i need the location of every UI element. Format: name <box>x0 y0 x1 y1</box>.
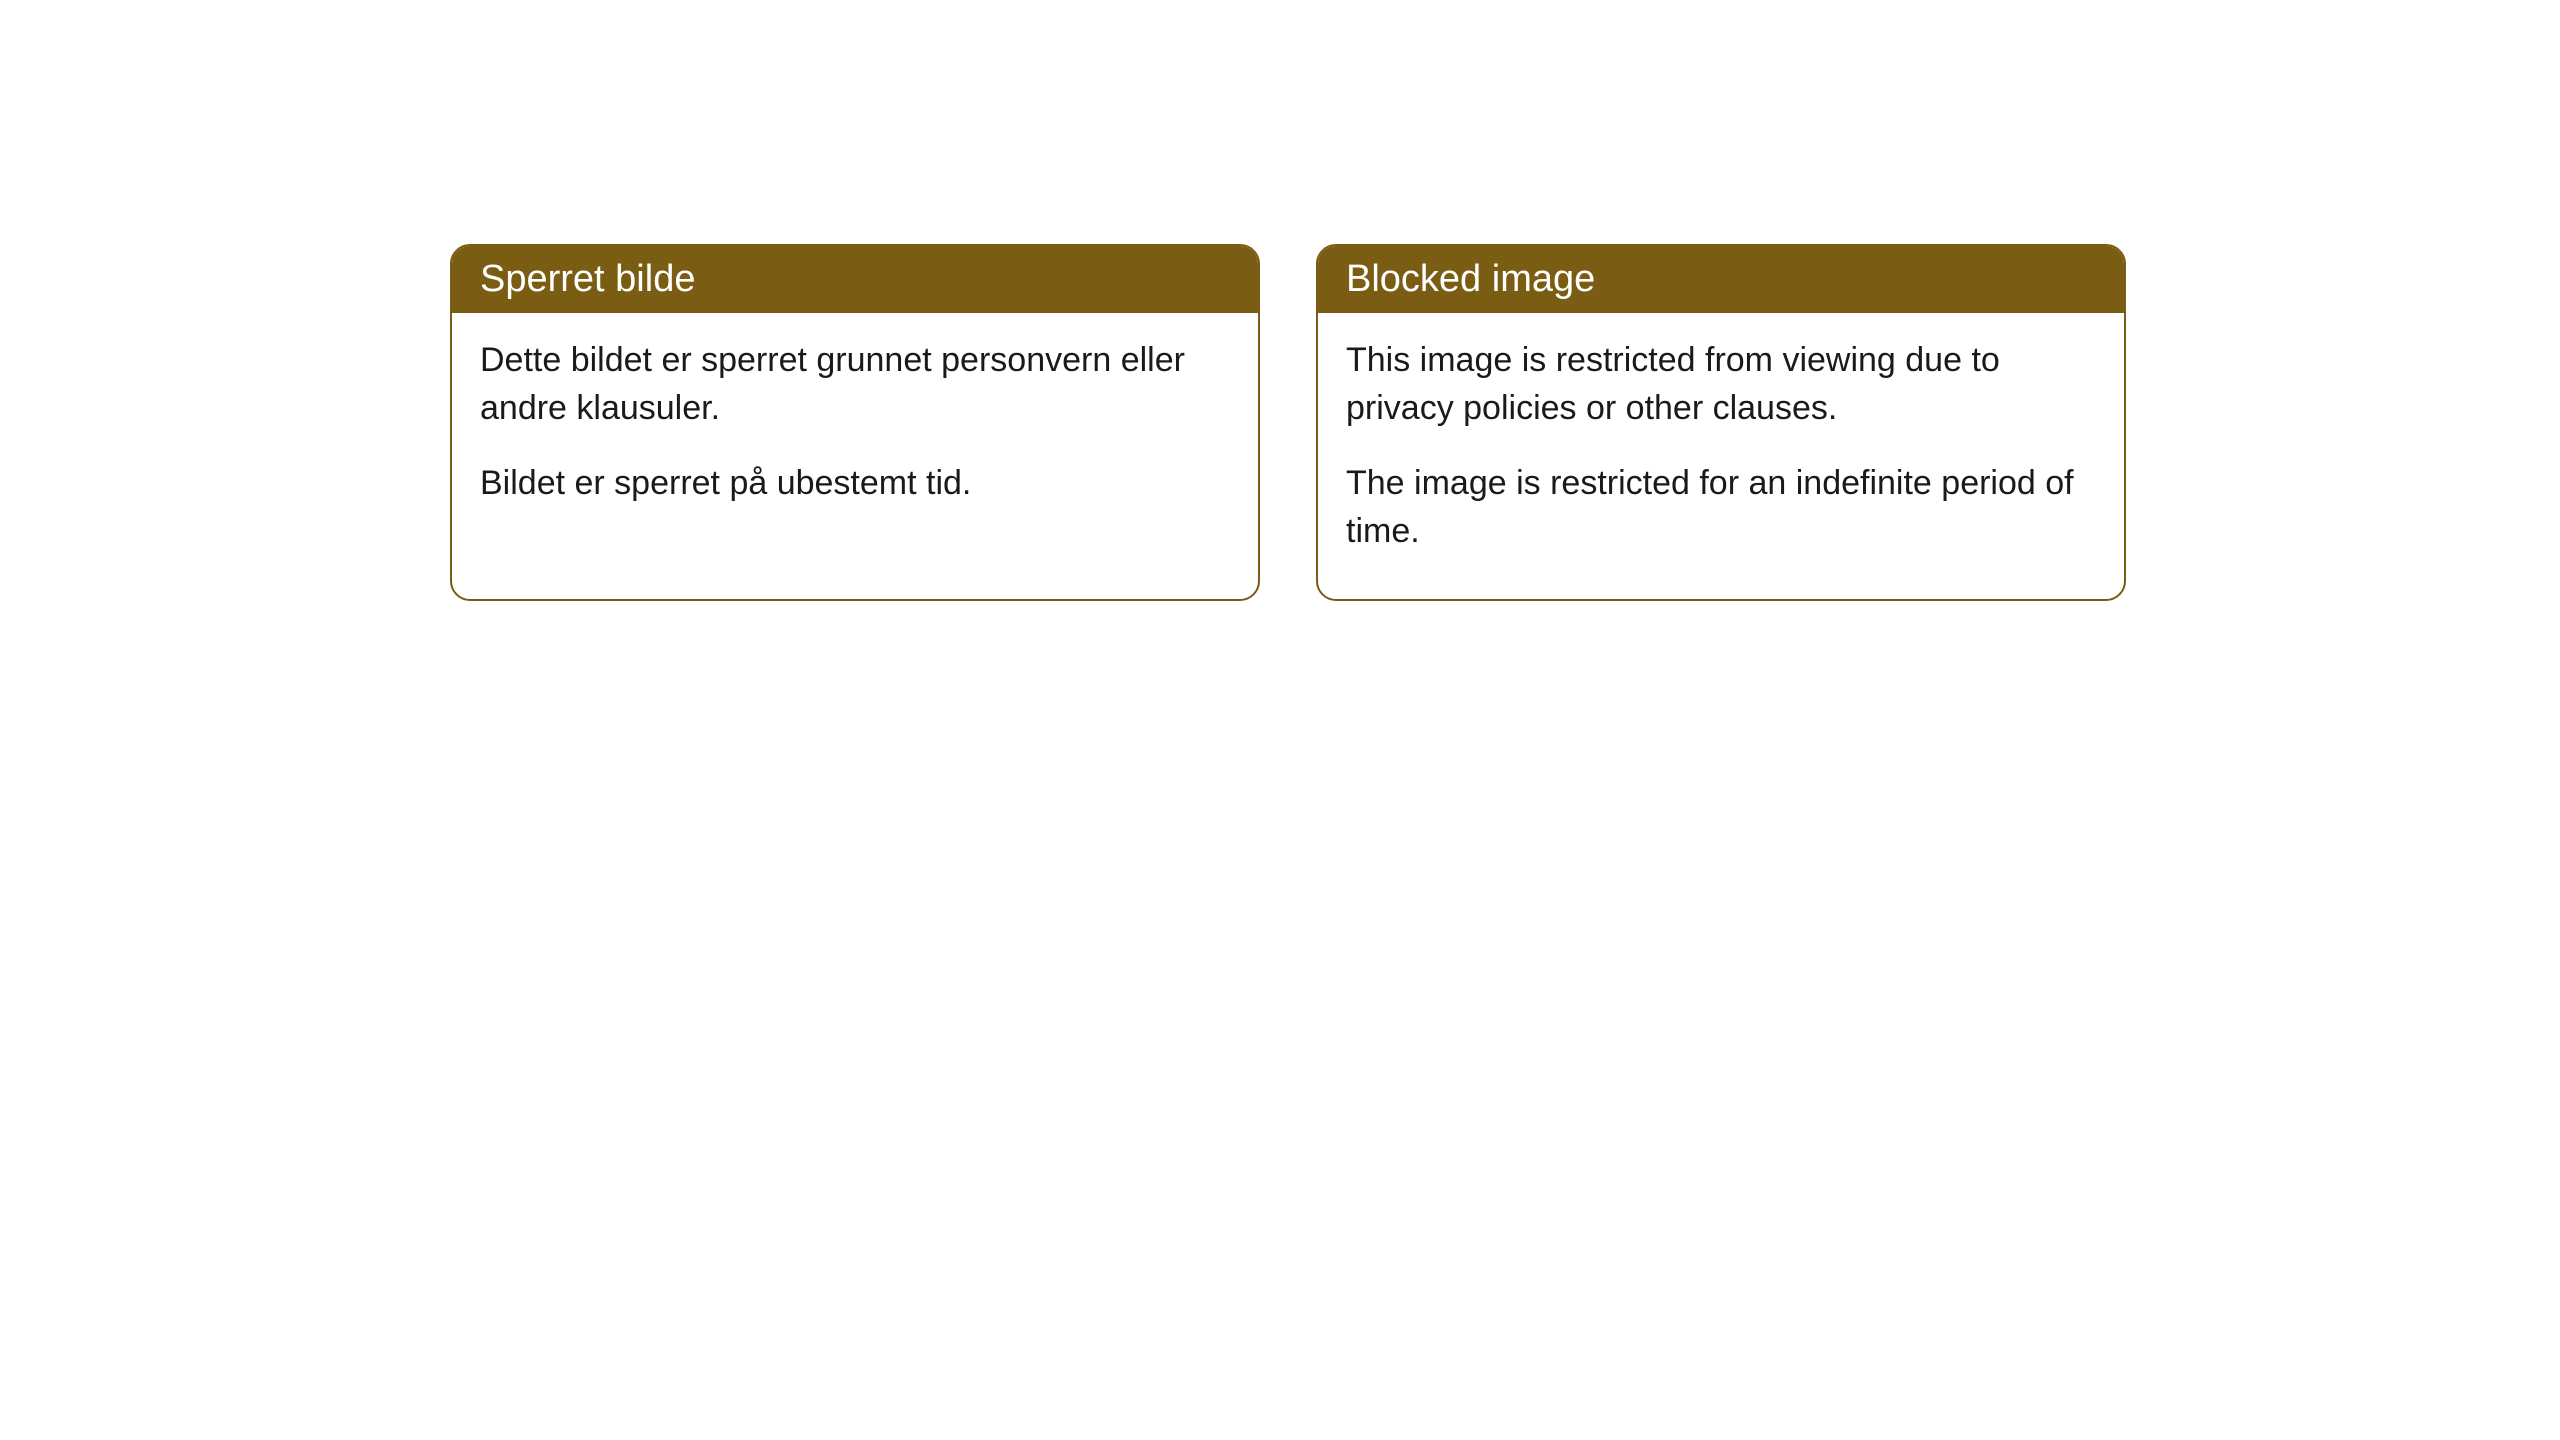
card-body: Dette bildet er sperret grunnet personve… <box>452 313 1258 552</box>
card-body: This image is restricted from viewing du… <box>1318 313 2124 599</box>
cards-container: Sperret bilde Dette bildet er sperret gr… <box>450 244 2126 601</box>
card-paragraph: This image is restricted from viewing du… <box>1346 337 2096 432</box>
card-paragraph: The image is restricted for an indefinit… <box>1346 460 2096 555</box>
blocked-image-card-english: Blocked image This image is restricted f… <box>1316 244 2126 601</box>
card-paragraph: Dette bildet er sperret grunnet personve… <box>480 337 1230 432</box>
card-paragraph: Bildet er sperret på ubestemt tid. <box>480 460 1230 508</box>
blocked-image-card-norwegian: Sperret bilde Dette bildet er sperret gr… <box>450 244 1260 601</box>
card-title: Blocked image <box>1318 246 2124 313</box>
card-title: Sperret bilde <box>452 246 1258 313</box>
